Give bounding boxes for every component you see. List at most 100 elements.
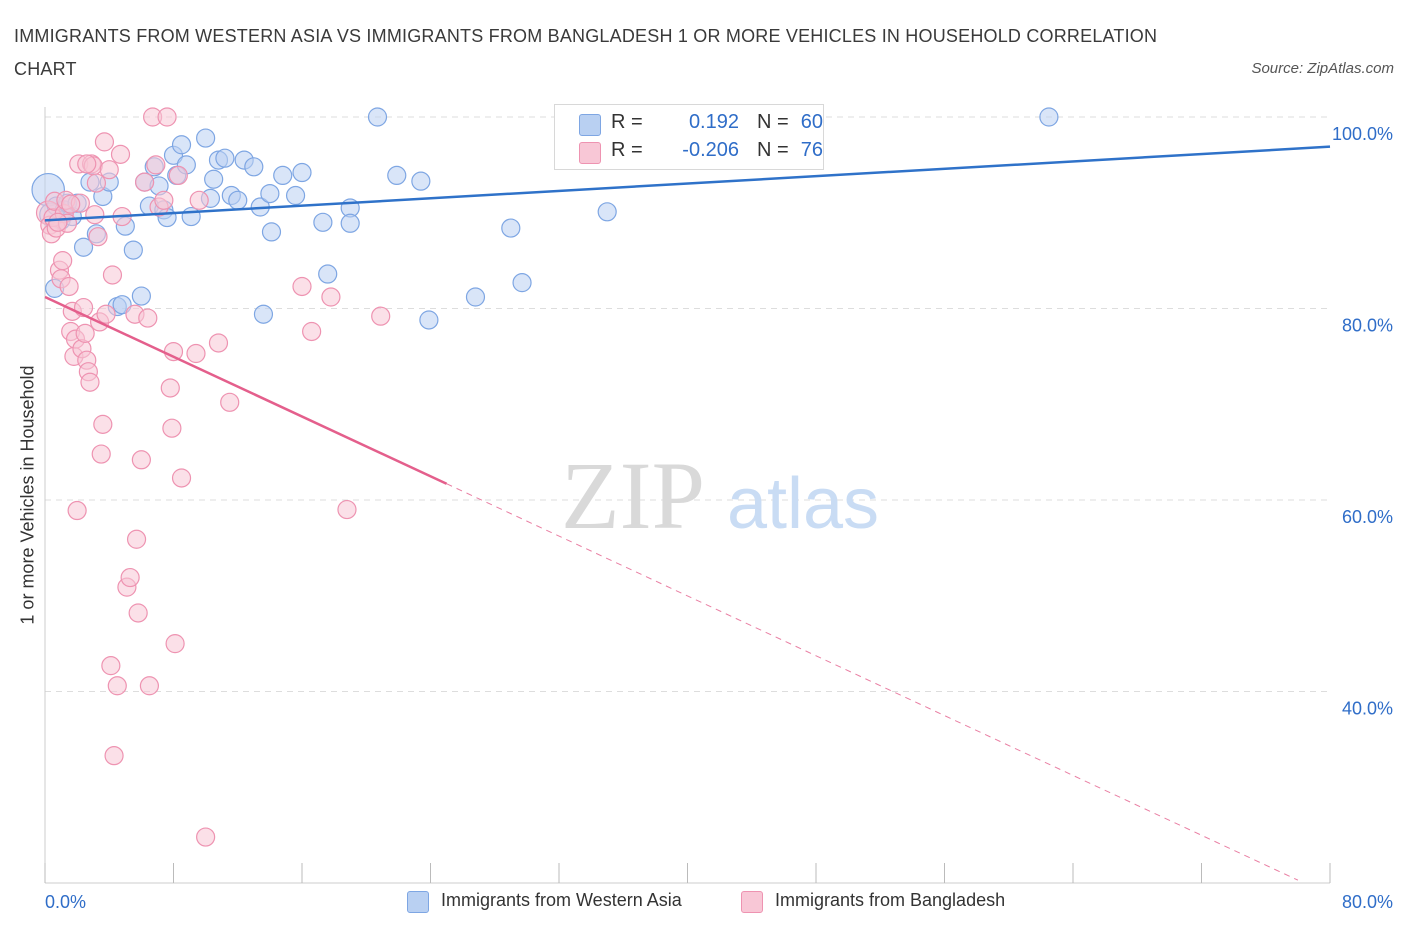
data-point bbox=[208, 333, 229, 353]
data-point bbox=[80, 372, 100, 392]
source-label: Source: ZipAtlas.com bbox=[1251, 60, 1394, 77]
data-point bbox=[77, 154, 97, 174]
bottom-legend-swatch-blue bbox=[407, 891, 429, 913]
trend-line-western-asia bbox=[44, 145, 1331, 222]
data-point bbox=[260, 184, 280, 204]
data-point bbox=[67, 500, 87, 521]
data-point bbox=[59, 276, 79, 297]
data-point bbox=[340, 213, 360, 233]
data-point bbox=[186, 343, 206, 364]
legend-n-value: 60 bbox=[800, 111, 823, 133]
data-point bbox=[93, 414, 113, 434]
data-point bbox=[228, 190, 248, 210]
data-point bbox=[107, 676, 127, 696]
data-point bbox=[285, 185, 306, 206]
data-point bbox=[131, 286, 151, 306]
x-tick-label: 0.0% bbox=[45, 892, 86, 912]
trend-line-bangladesh-extrapolated bbox=[446, 483, 1299, 881]
data-point bbox=[597, 202, 617, 222]
data-point bbox=[171, 135, 192, 155]
data-point bbox=[165, 634, 185, 654]
legend-n-label: N = bbox=[757, 111, 789, 133]
trend-line-bangladesh bbox=[44, 295, 448, 485]
legend-n-label: N = bbox=[757, 139, 789, 161]
data-point bbox=[146, 155, 166, 175]
chart-title: IMMIGRANTS FROM WESTERN ASIA VS IMMIGRAN… bbox=[14, 26, 1158, 79]
data-point bbox=[244, 157, 264, 177]
data-point bbox=[337, 499, 357, 520]
data-point bbox=[411, 171, 431, 191]
data-point bbox=[123, 240, 143, 260]
data-point bbox=[131, 450, 151, 470]
data-point bbox=[1039, 107, 1059, 127]
data-point bbox=[48, 212, 68, 232]
data-point bbox=[321, 287, 341, 307]
watermark-zip: ZIP bbox=[561, 442, 705, 549]
data-point bbox=[73, 237, 94, 257]
data-point bbox=[181, 206, 201, 227]
data-point bbox=[215, 148, 235, 168]
legend-r-label: R = bbox=[611, 139, 643, 161]
data-point bbox=[253, 304, 274, 324]
watermark: ZIP atlas bbox=[561, 442, 879, 549]
legend-r-label: R = bbox=[611, 111, 643, 133]
data-point bbox=[86, 173, 107, 193]
data-point bbox=[501, 218, 521, 238]
data-point bbox=[273, 165, 293, 186]
bottom-legend-label: Immigrants from Bangladesh bbox=[775, 890, 1006, 910]
data-point bbox=[110, 144, 131, 164]
data-point bbox=[204, 169, 224, 189]
data-point bbox=[371, 306, 391, 326]
data-point bbox=[160, 378, 180, 398]
trend-lines bbox=[44, 145, 1331, 881]
data-point bbox=[120, 567, 140, 588]
legend-n-value: 76 bbox=[800, 139, 823, 161]
data-point bbox=[94, 132, 115, 152]
data-point bbox=[139, 676, 160, 696]
data-point bbox=[196, 827, 216, 847]
watermark-atlas: atlas bbox=[727, 464, 879, 544]
data-point bbox=[102, 265, 123, 285]
bottom-legend-swatch-pink bbox=[741, 891, 763, 913]
data-point bbox=[88, 227, 108, 247]
data-point bbox=[104, 746, 124, 766]
data-point bbox=[318, 264, 338, 284]
data-point bbox=[171, 468, 192, 488]
data-point bbox=[162, 418, 182, 438]
data-point bbox=[168, 165, 188, 186]
legend-swatch-blue bbox=[579, 114, 601, 136]
data-point bbox=[313, 212, 333, 232]
data-point bbox=[157, 107, 177, 127]
tick-labels: 100.0% 80.0% 60.0% 40.0% 0.0% 80.0% bbox=[45, 124, 1393, 912]
data-point bbox=[465, 287, 486, 307]
data-point bbox=[112, 295, 132, 315]
y-tick-label: 100.0% bbox=[1332, 124, 1393, 144]
series-western-asia-points bbox=[31, 107, 1059, 330]
y-tick-label: 40.0% bbox=[1342, 699, 1393, 719]
y-tick-label: 80.0% bbox=[1342, 316, 1393, 336]
series-bangladesh-points bbox=[35, 107, 391, 847]
data-point bbox=[101, 656, 121, 676]
data-point bbox=[85, 205, 105, 225]
data-point bbox=[91, 444, 111, 464]
data-point bbox=[154, 190, 174, 210]
data-point bbox=[220, 392, 240, 412]
data-point bbox=[419, 310, 439, 330]
data-point bbox=[61, 194, 81, 214]
data-point bbox=[138, 308, 158, 328]
data-point bbox=[302, 321, 322, 342]
data-point bbox=[128, 603, 148, 623]
y-tick-label: 60.0% bbox=[1342, 507, 1393, 527]
data-point bbox=[292, 276, 312, 297]
data-point bbox=[96, 304, 116, 324]
data-point bbox=[512, 273, 532, 293]
x-tick-label: 80.0% bbox=[1342, 892, 1393, 912]
data-point bbox=[292, 162, 312, 183]
data-point bbox=[99, 160, 119, 180]
data-point bbox=[134, 172, 155, 192]
bottom-legend-label: Immigrants from Western Asia bbox=[441, 890, 682, 910]
legend-r-value: 0.192 bbox=[688, 111, 739, 133]
correlation-legend: R = 0.192 N = 60 R = -0.206 N = 76 bbox=[554, 104, 824, 170]
legend-r-value: -0.206 bbox=[682, 139, 739, 161]
data-point bbox=[126, 529, 147, 549]
